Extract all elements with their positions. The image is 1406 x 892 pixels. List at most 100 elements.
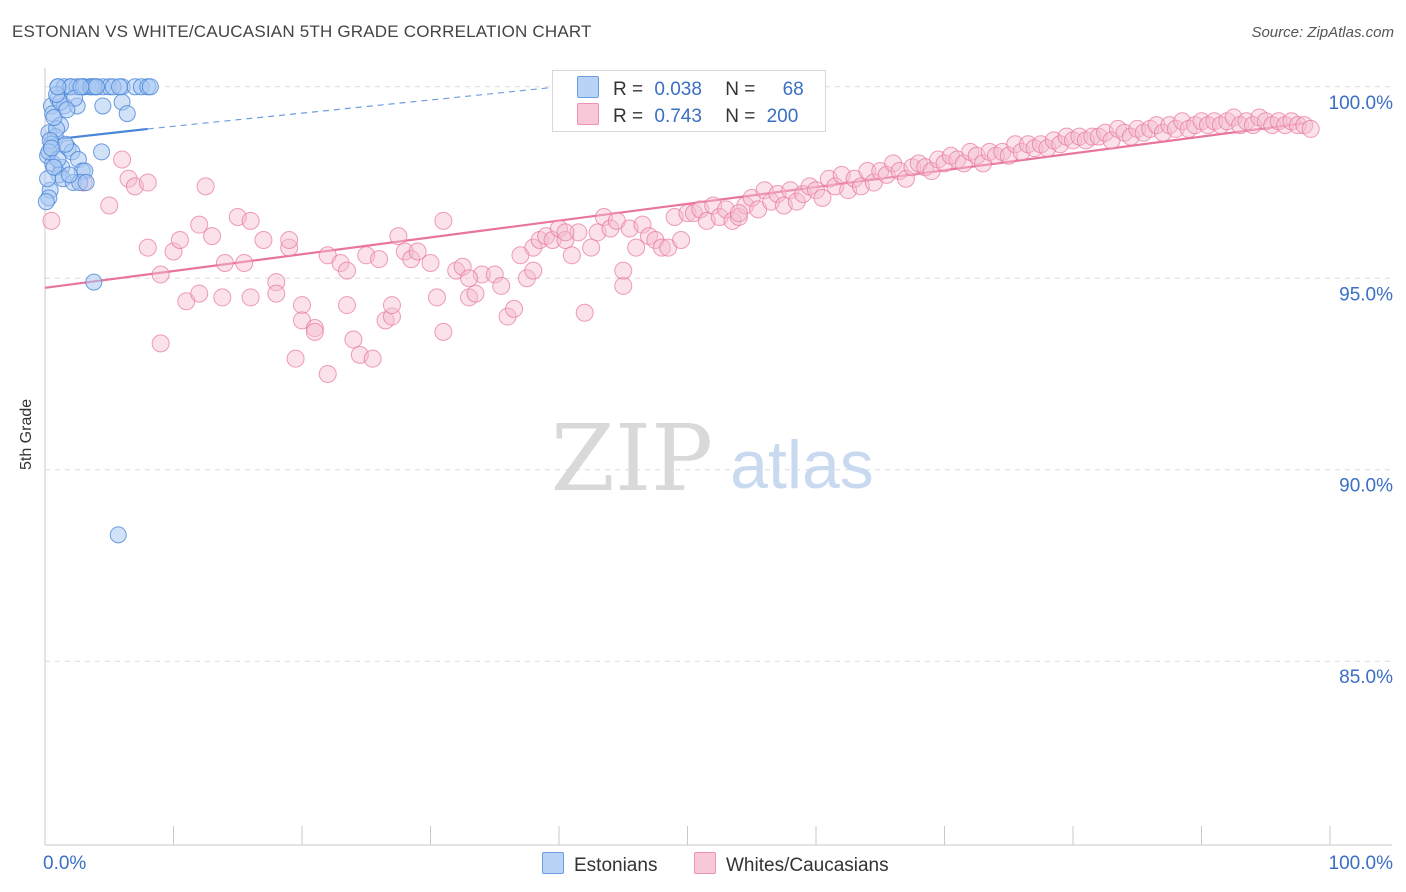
legend-swatch-estonians (577, 76, 599, 98)
whites-point (1147, 116, 1166, 135)
whites-points (42, 108, 1320, 383)
y-tick-label: 95.0% (1339, 284, 1393, 305)
estonians-point (109, 526, 127, 544)
estonians-point (37, 193, 55, 211)
whites-point (1166, 119, 1185, 138)
estonians-point (72, 78, 90, 96)
whites-point (408, 242, 427, 261)
whites-point (556, 223, 575, 242)
whites-point (460, 269, 479, 288)
whites-point (241, 288, 260, 307)
bottom-legend-estonians-label: Estonians (574, 855, 658, 876)
whites-point (569, 223, 588, 242)
whites-point (1006, 135, 1025, 154)
whites-point (280, 230, 299, 249)
legend-r-value: 0.743 (654, 106, 702, 127)
whites-point (453, 257, 472, 276)
estonians-point (42, 139, 60, 157)
whites-point (434, 211, 453, 230)
whites-point (729, 208, 748, 226)
whites-point (1301, 119, 1320, 138)
estonians-point (49, 78, 67, 96)
legend-n-value: 68 (782, 79, 804, 100)
legend-row-estonians: R = 0.038 N = 68 (577, 76, 804, 101)
whites-point (896, 169, 915, 188)
axes (44, 68, 1392, 846)
whites-point (614, 276, 633, 295)
legend-row-whites: R = 0.743 N = 200 (577, 103, 798, 128)
estonians-point (94, 97, 112, 115)
whites-point (601, 219, 620, 238)
estonians-point (111, 78, 129, 96)
whites-point (505, 299, 524, 318)
whites-point (729, 204, 748, 223)
whites-point (813, 188, 832, 207)
whites-point (190, 284, 209, 303)
legend-n-value: 200 (766, 106, 799, 127)
estonians-point (85, 273, 103, 291)
whites-point (305, 319, 324, 338)
whites-point (363, 349, 382, 368)
whites-point (562, 246, 581, 265)
whites-point (215, 253, 234, 272)
whites-point (337, 261, 356, 280)
whites-point (235, 253, 254, 272)
watermark: ZIP atlas (551, 405, 874, 512)
whites-point (318, 365, 337, 383)
watermark-atlas: atlas (730, 427, 874, 503)
whites-point (402, 250, 421, 269)
whites-point (434, 322, 453, 341)
whites-point (524, 238, 543, 257)
whites-point (884, 154, 903, 173)
whites-point (421, 253, 440, 272)
y-tick-label: 85.0% (1339, 667, 1393, 688)
legend-r-label: R = (613, 79, 644, 100)
whites-point (138, 173, 157, 192)
whites-point (196, 177, 215, 196)
whites-point (633, 215, 652, 234)
stats-legend: R = 0.038 N = 68 R = 0.743 N = 200 (552, 70, 826, 132)
bottom-swatch-estonians (542, 852, 564, 874)
source-label: Source: ZipAtlas.com (1251, 24, 1394, 41)
y-tick-label: 100.0% (1329, 93, 1394, 114)
whites-point (119, 169, 138, 188)
whites-point (492, 276, 511, 295)
estonians-point (77, 174, 95, 192)
whites-point (382, 296, 401, 315)
whites-point (498, 307, 517, 326)
estonians-point (87, 78, 105, 96)
estonians-point (60, 166, 78, 184)
estonians-point (93, 143, 111, 161)
whites-point (395, 242, 414, 261)
whites-point (344, 330, 363, 349)
whites-point (787, 192, 806, 211)
estonians-point (141, 78, 159, 96)
whites-point (331, 253, 350, 272)
whites-point (267, 284, 286, 303)
whites-point (858, 162, 877, 181)
whites-point (138, 238, 157, 257)
estonians-point (58, 101, 76, 119)
whites-point (575, 303, 594, 322)
whites-point (807, 181, 825, 200)
trend-line-whites (44, 122, 1305, 289)
whites-point (241, 211, 260, 230)
whites-point (254, 230, 273, 249)
whites-point (582, 238, 601, 257)
whites-point (280, 238, 299, 257)
watermark-zip: ZIP (551, 405, 713, 512)
whites-point (485, 265, 504, 284)
whites-point (627, 238, 646, 257)
estonians-point (45, 158, 63, 176)
whites-point (652, 238, 671, 257)
whites-point (389, 227, 408, 246)
whites-point (614, 261, 633, 280)
estonians-point (118, 105, 136, 123)
estonians-point (45, 108, 63, 126)
whites-point (337, 296, 356, 315)
estonians-points (37, 78, 159, 544)
whites-point (213, 288, 232, 307)
legend-n-label: N = (725, 79, 756, 100)
legend-n-label: N = (725, 106, 756, 127)
